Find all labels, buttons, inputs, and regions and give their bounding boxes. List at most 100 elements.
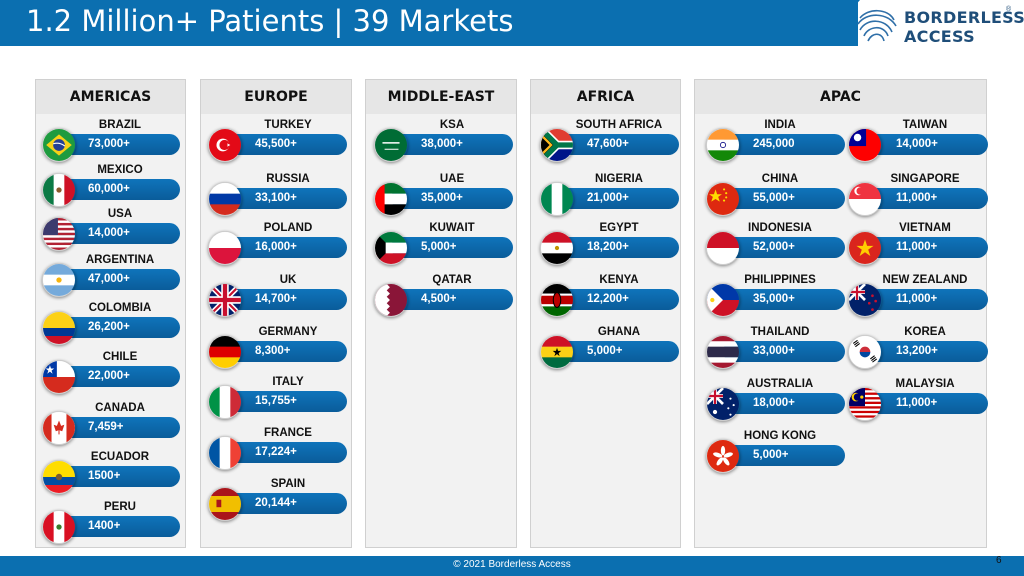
flag-china-icon (706, 182, 740, 216)
flag-peru-icon (42, 510, 76, 544)
flag-indonesia-icon (706, 231, 740, 265)
flag-egypt-icon (540, 231, 574, 265)
country-name-indonesia: INDONESIA (748, 222, 812, 234)
flag-chile-icon (42, 360, 76, 394)
country-name-ghana: GHANA (597, 326, 641, 338)
country-name-south-africa: SOUTH AFRICA (575, 119, 663, 131)
patient-count-italy: 15,755+ (225, 391, 347, 412)
country-name-argentina: ARGENTINA (85, 254, 155, 266)
country-name-kuwait: KUWAIT (429, 222, 475, 234)
country-name-ecuador: ECUADOR (90, 451, 150, 463)
flag-spain-icon (208, 487, 242, 521)
country-name-italy: ITALY (272, 376, 304, 388)
title-bar (0, 0, 858, 46)
region-header-middle-east: MIDDLE-EAST (366, 80, 516, 114)
borderless-access-logo: BORDERLESS ACCESS ® (852, 6, 1024, 48)
flag-australia-icon (706, 387, 740, 421)
flag-south-africa-icon (540, 128, 574, 162)
country-name-korea: KOREA (904, 326, 946, 338)
patient-count-india: 245,000 (723, 134, 845, 155)
country-name-philippines: PHILIPPINES (744, 274, 816, 286)
patient-count-new-zealand: 11,000+ (866, 289, 988, 310)
country-name-egypt: EGYPT (599, 222, 639, 234)
patient-count-chile: 22,000+ (58, 366, 180, 387)
flag-hong-kong-icon (706, 439, 740, 473)
country-name-chile: CHILE (102, 351, 138, 363)
patient-count-ghana: 5,000+ (557, 341, 679, 362)
country-name-hong-kong: HONG KONG (743, 430, 817, 442)
flag-uae-icon (374, 182, 408, 216)
country-name-france: FRANCE (264, 427, 312, 439)
flag-malaysia-icon (848, 387, 882, 421)
logo-line2: ACCESS (904, 27, 975, 46)
country-name-canada: CANADA (95, 402, 145, 414)
patient-count-france: 17,224+ (225, 442, 347, 463)
flag-philippines-icon (706, 283, 740, 317)
country-name-nigeria: NIGERIA (595, 173, 643, 185)
country-name-spain: SPAIN (270, 478, 306, 490)
country-name-taiwan: TAIWAN (902, 119, 948, 131)
country-name-singapore: SINGAPORE (890, 173, 960, 185)
patient-count-vietnam: 11,000+ (866, 237, 988, 258)
panel-apac: APAC (694, 79, 987, 548)
flag-ecuador-icon (42, 460, 76, 494)
slide-title: 1.2 Million+ Patients | 39 Markets (26, 4, 514, 38)
flag-india-icon (706, 128, 740, 162)
patient-count-argentina: 47,000+ (58, 269, 180, 290)
country-name-new-zealand: NEW ZEALAND (882, 274, 968, 286)
country-name-russia: RUSSIA (266, 173, 310, 185)
flag-uk-icon (208, 283, 242, 317)
patient-count-mexico: 60,000+ (58, 179, 180, 200)
flag-brazil-icon (42, 128, 76, 162)
flag-mexico-icon (42, 173, 76, 207)
patient-count-russia: 33,100+ (225, 188, 347, 209)
country-name-china: CHINA (761, 173, 799, 185)
flag-nigeria-icon (540, 182, 574, 216)
patient-count-hong-kong: 5,000+ (723, 445, 845, 466)
patient-count-australia: 18,000+ (723, 393, 845, 414)
flag-singapore-icon (848, 182, 882, 216)
country-name-mexico: MEXICO (97, 164, 143, 176)
patient-count-thailand: 33,000+ (723, 341, 845, 362)
patient-count-singapore: 11,000+ (866, 188, 988, 209)
country-name-turkey: TURKEY (264, 119, 312, 131)
patient-count-kuwait: 5,000+ (391, 237, 513, 258)
region-header-americas: AMERICAS (36, 80, 185, 114)
flag-russia-icon (208, 182, 242, 216)
page-number: 6 (996, 555, 1002, 566)
flag-qatar-icon (374, 283, 408, 317)
country-name-uae: UAE (439, 173, 465, 185)
flag-italy-icon (208, 385, 242, 419)
flag-turkey-icon (208, 128, 242, 162)
flag-canada-icon (42, 411, 76, 445)
country-name-australia: AUSTRALIA (746, 378, 814, 390)
region-header-apac: APAC (695, 80, 986, 114)
copyright-text: © 2021 Borderless Access (453, 559, 571, 570)
patient-count-south-africa: 47,600+ (557, 134, 679, 155)
patient-count-ecuador: 1500+ (58, 466, 180, 487)
patient-count-philippines: 35,000+ (723, 289, 845, 310)
patient-count-poland: 16,000+ (225, 237, 347, 258)
flag-usa-icon (42, 217, 76, 251)
flag-germany-icon (208, 335, 242, 369)
flag-colombia-icon (42, 311, 76, 345)
flag-ghana-icon (540, 335, 574, 369)
patient-count-canada: 7,459+ (58, 417, 180, 438)
country-name-qatar: QATAR (432, 274, 472, 286)
title-bar-wedge (820, 0, 860, 46)
country-name-ksa: KSA (439, 119, 465, 131)
patient-count-turkey: 45,500+ (225, 134, 347, 155)
flag-vietnam-icon (848, 231, 882, 265)
country-name-colombia: COLOMBIA (88, 302, 152, 314)
patient-count-ksa: 38,000+ (391, 134, 513, 155)
country-name-india: INDIA (764, 119, 796, 131)
logo-registered-mark: ® (1006, 6, 1012, 13)
logo-line1: BORDERLESS (904, 8, 1024, 27)
patient-count-uk: 14,700+ (225, 289, 347, 310)
footer-bar: © 2021 Borderless Access (0, 556, 1024, 576)
country-name-brazil: BRAZIL (98, 119, 142, 131)
patient-count-germany: 8,300+ (225, 341, 347, 362)
country-name-poland: POLAND (263, 222, 313, 234)
country-name-thailand: THAILAND (750, 326, 810, 338)
patient-count-nigeria: 21,000+ (557, 188, 679, 209)
